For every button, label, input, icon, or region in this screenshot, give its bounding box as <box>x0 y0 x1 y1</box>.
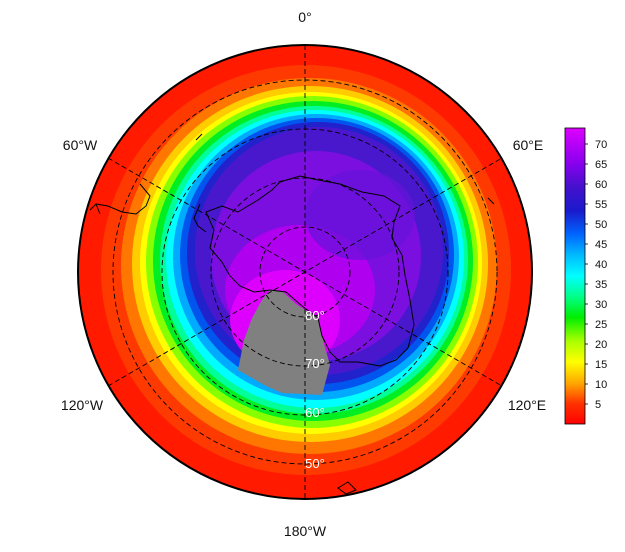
no-data-region <box>238 290 330 395</box>
lat-label-50: 50° <box>305 456 325 471</box>
colorbar-gradient <box>565 128 585 424</box>
lon-label-120w: 120°W <box>61 397 104 413</box>
map-boundary <box>77 44 533 500</box>
lon-label-180w: 180°W <box>284 523 327 539</box>
lon-label-60w: 60°W <box>63 137 98 153</box>
colorbar: 5 10 15 20 25 30 35 40 45 50 55 60 65 70 <box>564 127 607 425</box>
colorbar-tick-label: 50 <box>595 219 607 231</box>
lat-label-70: 70° <box>305 356 325 371</box>
colorbar-tick-label: 70 <box>595 139 607 151</box>
lon-label-120e: 120°E <box>508 397 546 413</box>
colorbar-tick-label: 65 <box>595 159 607 171</box>
colorbar-tick-label: 10 <box>595 379 607 391</box>
colorbar-tick-label: 15 <box>595 359 607 371</box>
colorbar-tick-label: 30 <box>595 299 607 311</box>
colorbar-tick-label: 5 <box>595 399 601 411</box>
lat-label-80: 80° <box>305 308 325 323</box>
colorbar-tick-label: 55 <box>595 199 607 211</box>
colorbar-tick-label: 25 <box>595 319 607 331</box>
colorbar-tick-label: 40 <box>595 259 607 271</box>
coastline <box>89 133 495 495</box>
colorbar-tick-label: 35 <box>595 279 607 291</box>
colorbar-tick-label: 60 <box>595 179 607 191</box>
lon-label-0: 0° <box>298 9 311 25</box>
lon-label-60e: 60°E <box>513 137 544 153</box>
graticule <box>107 45 503 499</box>
colorbar-tick-label: 45 <box>595 239 607 251</box>
colorbar-tick-label: 20 <box>595 339 607 351</box>
lat-label-60: 60° <box>305 405 325 420</box>
ozone-field <box>78 45 532 499</box>
